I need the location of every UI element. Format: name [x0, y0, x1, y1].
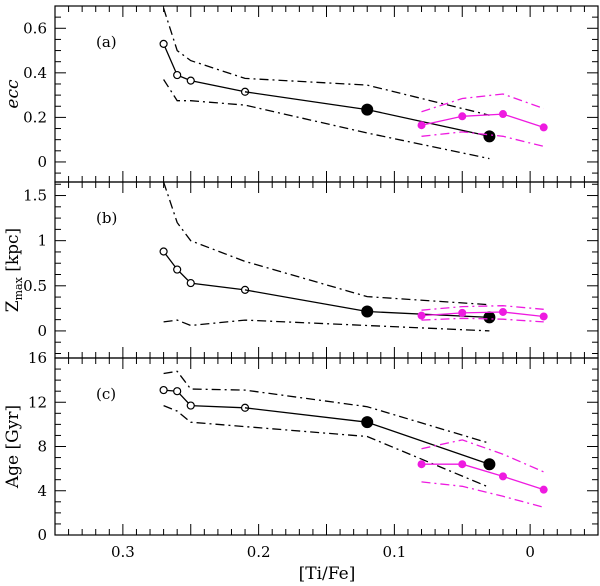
series-line — [163, 43, 246, 93]
data-point-filled-large — [361, 305, 374, 318]
panel-frame — [54, 357, 599, 536]
series-line — [244, 91, 368, 111]
series-line — [366, 421, 490, 465]
panel-label: (a) — [96, 33, 117, 51]
panel-3: 0 4 8 12 16 (c) Age [Gyr] — [3, 349, 599, 544]
x-tick-label: 0.3 — [111, 543, 135, 561]
error-bound-line — [421, 93, 544, 113]
y-tick-label: 12 — [28, 393, 47, 411]
error-bound-line — [163, 79, 490, 160]
panel-label: (c) — [96, 385, 116, 403]
y-tick-label: 0 — [37, 322, 47, 340]
series-line — [163, 389, 246, 409]
y-tick-label: 0 — [37, 526, 47, 544]
panel-2: 0 0.5 1 1.5 (b) Zmax [kpc] — [3, 181, 599, 359]
error-bound-line — [421, 439, 544, 473]
panels-group: 0 0.2 0.4 0.6 (a) ecc 0 0.5 1 1.5 (b) Zmax [kpc] 0 4 8… — [3, 5, 599, 544]
error-bound-line — [162, 182, 490, 306]
panel-frame — [54, 181, 599, 359]
x-tick-label: 0.1 — [382, 543, 406, 561]
data-point-filled — [539, 485, 548, 494]
y-tick-label: 0 — [37, 153, 47, 171]
data-point-filled — [539, 123, 548, 132]
error-bound-line — [421, 131, 544, 148]
x-axis: 0.3 0.2 0.1 0 — [111, 543, 535, 561]
series-group — [159, 370, 548, 508]
y-axis-label: ecc — [3, 79, 23, 109]
panel-1: 0 0.2 0.4 0.6 (a) ecc — [3, 5, 599, 183]
y-axis-label: Age [Gyr] — [3, 405, 23, 489]
x-tick-label: 0 — [525, 543, 535, 561]
y-tick-label: 0.4 — [23, 64, 47, 82]
y-axis-label: Zmax [kpc] — [3, 228, 25, 312]
error-bound-line — [421, 317, 544, 323]
data-point-filled — [458, 308, 467, 317]
data-point-filled-large — [483, 130, 496, 143]
data-point-open — [173, 70, 182, 80]
data-point-open — [159, 385, 168, 395]
data-point-open — [173, 387, 182, 396]
y-tick-label: 4 — [37, 482, 47, 500]
data-point-open — [159, 39, 168, 48]
series-line — [421, 311, 544, 318]
data-point-open — [186, 76, 195, 85]
y-tick-label: 8 — [37, 438, 47, 456]
series-line — [421, 463, 544, 491]
panel-frame — [54, 5, 599, 183]
data-point-filled-large — [361, 103, 374, 116]
series-group — [159, 182, 548, 332]
data-point-open — [186, 401, 195, 410]
data-point-filled — [539, 312, 548, 321]
data-point-open — [186, 278, 195, 288]
error-bound-line — [421, 305, 544, 311]
y-tick-label: 0.2 — [23, 108, 47, 126]
series-line — [244, 289, 368, 313]
data-point-filled — [498, 307, 507, 316]
x-tick-label: 0.2 — [247, 543, 271, 561]
data-point-filled — [498, 110, 507, 119]
y-tick-label: 1.5 — [23, 187, 47, 205]
data-point-filled-large — [483, 311, 496, 324]
y-tick-label: 0.5 — [23, 277, 47, 295]
y-tick-label: 0.6 — [23, 19, 47, 37]
data-point-filled — [458, 112, 467, 121]
series-line — [367, 310, 490, 319]
series-line — [163, 251, 246, 291]
data-point-filled-large — [483, 458, 496, 471]
x-axis-label: [Ti/Fe] — [299, 564, 356, 584]
data-point-filled — [417, 311, 426, 320]
error-bound-line — [163, 370, 490, 444]
series-line — [244, 407, 368, 423]
series-line — [421, 113, 544, 129]
error-bound-line — [162, 8, 490, 116]
data-point-filled — [498, 472, 507, 481]
data-point-open — [173, 265, 182, 274]
data-point-filled — [458, 460, 467, 469]
data-point-open — [159, 247, 168, 256]
error-bound-line — [421, 481, 544, 508]
y-tick-label: 16 — [28, 349, 47, 367]
error-bound-line — [163, 404, 490, 489]
data-point-filled — [417, 121, 426, 130]
panel-label: (b) — [96, 209, 117, 227]
error-bound-line — [163, 319, 490, 332]
data-point-filled-large — [361, 416, 374, 429]
series-line — [367, 108, 490, 137]
y-tick-label: 1 — [37, 232, 47, 250]
series-group — [159, 8, 548, 160]
data-point-filled — [417, 460, 426, 469]
